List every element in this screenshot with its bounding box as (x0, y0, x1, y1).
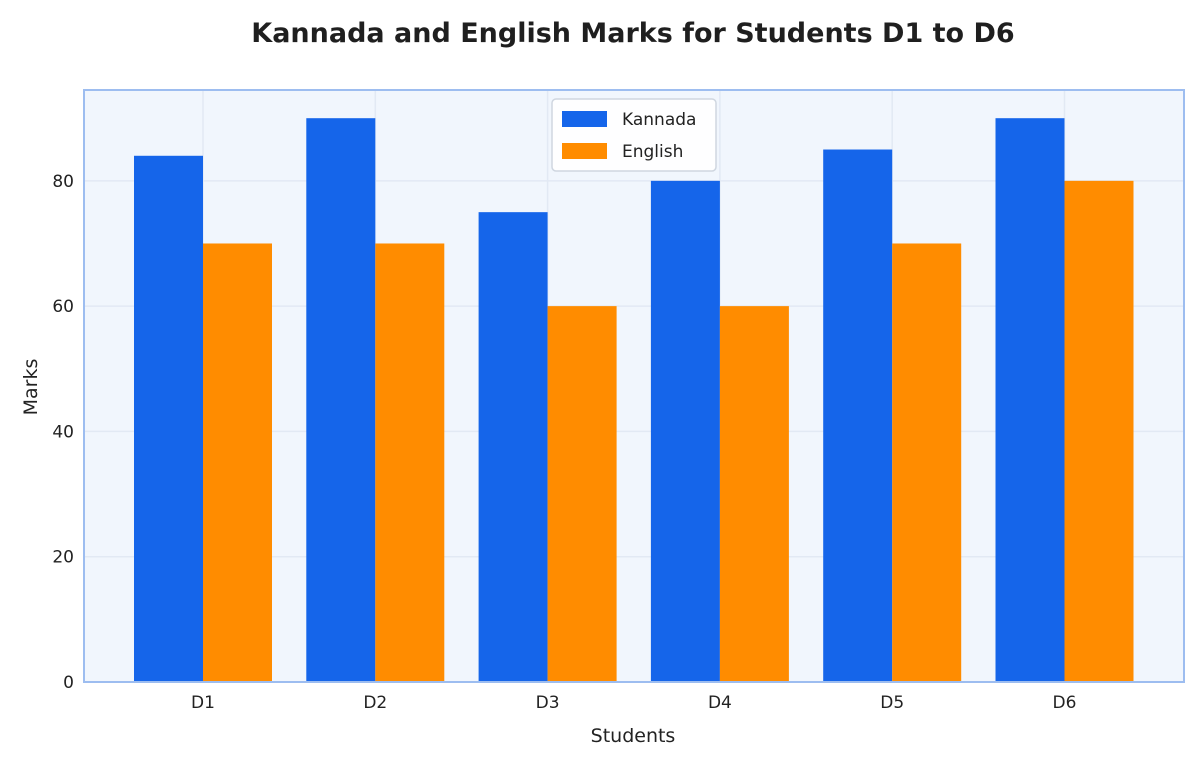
x-tick-label: D1 (191, 693, 215, 713)
bar-kannada-d4 (650, 180, 720, 682)
plot-border (83, 89, 1185, 683)
y-tick-label: 20 (52, 548, 74, 568)
x-tick-label: D6 (1053, 693, 1077, 713)
y-axis: 0 20 40 60 80 (52, 172, 74, 693)
x-tick-label: D4 (708, 693, 732, 713)
legend-swatch-kannada (562, 111, 607, 127)
bar-kannada-d2 (306, 118, 376, 682)
x-tick-label: D5 (880, 693, 904, 713)
x-axis-label: Students (591, 725, 676, 747)
y-tick-label: 40 (52, 422, 74, 442)
bar-english-d5 (892, 243, 962, 682)
bar-english-d1 (203, 243, 272, 682)
legend-swatch-english (562, 143, 607, 159)
legend: Kannada English (551, 98, 717, 172)
y-axis-label: Marks (20, 359, 42, 416)
bar-kannada-d1 (134, 155, 203, 682)
y-tick-label: 60 (52, 297, 74, 317)
bar-kannada-d6 (995, 118, 1065, 682)
legend-label-english: English (622, 142, 683, 162)
bar-english-d4 (719, 306, 789, 682)
y-tick-label: 80 (52, 172, 74, 192)
y-tick-label: 0 (63, 673, 74, 693)
bars (134, 118, 1134, 682)
bar-kannada-d3 (478, 212, 548, 682)
x-tick-label: D2 (363, 693, 387, 713)
bar-english-d3 (547, 306, 617, 682)
legend-label-kannada: Kannada (622, 110, 696, 130)
x-tick-label: D3 (536, 693, 560, 713)
x-axis: D1 D2 D3 D4 D5 D6 (191, 693, 1076, 713)
chart-title: Kannada and English Marks for Students D… (251, 18, 1014, 49)
bar-kannada-d5 (823, 149, 893, 682)
bar-english-d2 (375, 243, 445, 682)
bar-english-d6 (1064, 180, 1134, 682)
